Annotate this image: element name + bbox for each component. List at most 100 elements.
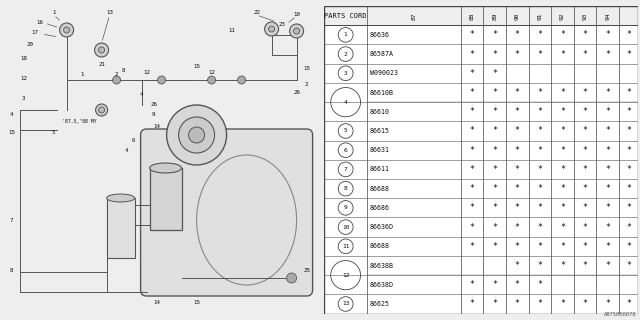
Text: *: * xyxy=(538,223,543,232)
Circle shape xyxy=(60,23,74,37)
Text: *: * xyxy=(605,30,610,39)
Text: 1: 1 xyxy=(52,10,55,14)
Text: 86610B: 86610B xyxy=(370,90,394,96)
Text: 89: 89 xyxy=(492,12,497,20)
Text: 6: 6 xyxy=(132,138,135,142)
Text: PARTS CORD: PARTS CORD xyxy=(324,13,367,19)
Text: 12: 12 xyxy=(20,76,27,81)
Text: *: * xyxy=(605,223,610,232)
Text: *: * xyxy=(605,165,610,174)
Circle shape xyxy=(179,117,214,153)
Bar xyxy=(150,168,182,230)
Text: *: * xyxy=(560,146,565,155)
Text: *: * xyxy=(470,69,475,78)
Text: *: * xyxy=(605,242,610,251)
Text: 3: 3 xyxy=(344,71,348,76)
Text: 15: 15 xyxy=(193,300,200,305)
Text: *: * xyxy=(605,126,610,135)
Text: 9: 9 xyxy=(344,205,348,210)
Text: 4: 4 xyxy=(10,113,13,117)
Text: 86636: 86636 xyxy=(370,32,390,38)
Text: *: * xyxy=(626,126,631,135)
Text: 16: 16 xyxy=(36,20,43,25)
Text: *: * xyxy=(492,204,497,212)
Text: *: * xyxy=(538,30,543,39)
Text: 8: 8 xyxy=(10,268,13,273)
Text: *: * xyxy=(582,204,588,212)
Text: *: * xyxy=(538,50,543,59)
Text: 10: 10 xyxy=(293,12,300,17)
Text: *: * xyxy=(492,50,497,59)
Text: *: * xyxy=(515,242,520,251)
Circle shape xyxy=(294,28,300,34)
Ellipse shape xyxy=(150,163,182,173)
Text: *: * xyxy=(538,165,543,174)
Text: 87: 87 xyxy=(412,12,417,20)
Text: *: * xyxy=(492,69,497,78)
Text: *: * xyxy=(492,126,497,135)
Text: 7: 7 xyxy=(344,167,348,172)
Text: 14: 14 xyxy=(153,124,160,130)
Text: 26: 26 xyxy=(293,90,300,94)
Circle shape xyxy=(99,47,104,53)
Text: 3: 3 xyxy=(22,95,26,100)
Text: *: * xyxy=(538,107,543,116)
Text: *: * xyxy=(470,165,475,174)
Text: *: * xyxy=(515,107,520,116)
Text: 26: 26 xyxy=(150,102,157,108)
Text: 22: 22 xyxy=(253,10,260,14)
Circle shape xyxy=(95,104,108,116)
Text: *: * xyxy=(560,184,565,193)
Text: *: * xyxy=(515,30,520,39)
Text: *: * xyxy=(470,30,475,39)
Text: *: * xyxy=(538,204,543,212)
Text: *: * xyxy=(515,280,520,289)
Text: 7: 7 xyxy=(10,218,13,222)
Text: 17: 17 xyxy=(31,30,38,36)
Text: 5: 5 xyxy=(344,128,348,133)
Text: 15: 15 xyxy=(303,66,310,70)
Text: 1: 1 xyxy=(344,32,348,37)
Text: 6: 6 xyxy=(344,148,348,153)
Text: *: * xyxy=(492,107,497,116)
Text: 86638D: 86638D xyxy=(370,282,394,288)
Text: *: * xyxy=(492,242,497,251)
Text: *: * xyxy=(538,261,543,270)
Text: *: * xyxy=(492,88,497,97)
Text: 8: 8 xyxy=(122,68,125,73)
Text: *: * xyxy=(626,50,631,59)
Text: *: * xyxy=(582,107,588,116)
Text: *: * xyxy=(560,30,565,39)
Text: *: * xyxy=(470,146,475,155)
Text: 12: 12 xyxy=(143,70,150,76)
Circle shape xyxy=(189,127,205,143)
Text: *: * xyxy=(626,146,631,155)
Text: *: * xyxy=(515,146,520,155)
Circle shape xyxy=(264,22,278,36)
Text: *: * xyxy=(492,223,497,232)
Text: 86636D: 86636D xyxy=(370,224,394,230)
Text: *: * xyxy=(605,146,610,155)
Text: *: * xyxy=(582,261,588,270)
Text: *: * xyxy=(560,126,565,135)
Text: *: * xyxy=(538,280,543,289)
Text: *: * xyxy=(582,242,588,251)
Text: 86688: 86688 xyxy=(370,243,390,249)
Text: *: * xyxy=(492,184,497,193)
Text: *: * xyxy=(605,261,610,270)
Text: *: * xyxy=(582,126,588,135)
Text: *: * xyxy=(538,126,543,135)
Text: 4: 4 xyxy=(140,92,143,98)
Text: *: * xyxy=(492,300,497,308)
Text: *: * xyxy=(470,184,475,193)
Text: *: * xyxy=(492,165,497,174)
Text: *: * xyxy=(582,50,588,59)
Text: 11: 11 xyxy=(342,244,349,249)
Text: *: * xyxy=(492,30,497,39)
Text: *: * xyxy=(582,88,588,97)
Text: 5: 5 xyxy=(52,131,55,135)
Text: 86631: 86631 xyxy=(370,147,390,153)
Text: *: * xyxy=(538,242,543,251)
Text: *: * xyxy=(626,107,631,116)
Text: *: * xyxy=(492,146,497,155)
